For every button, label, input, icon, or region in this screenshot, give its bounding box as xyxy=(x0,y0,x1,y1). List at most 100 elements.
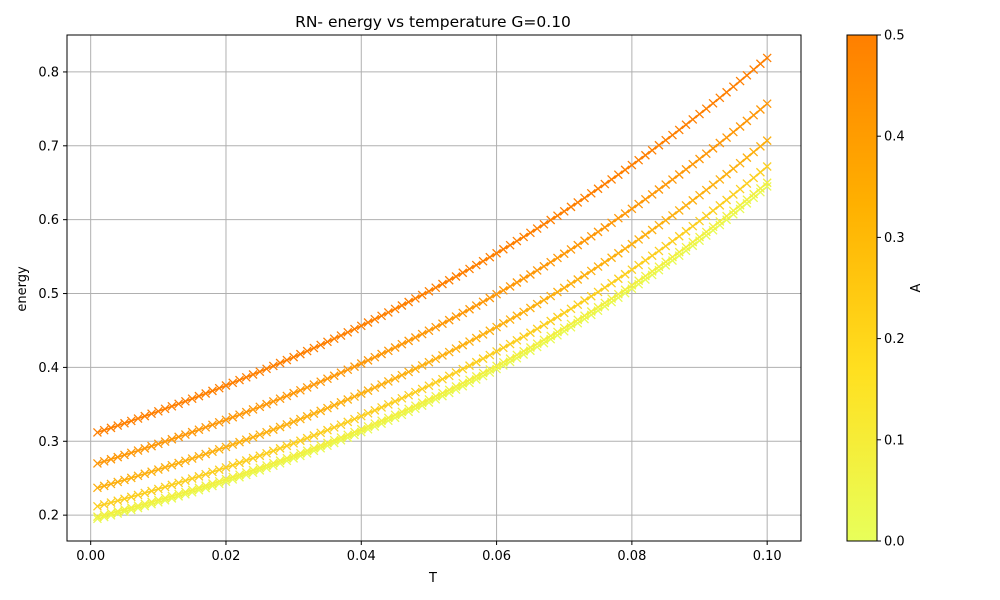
data-point-marker xyxy=(695,109,704,119)
colorbar-tick-label: 0.1 xyxy=(884,433,905,448)
data-point-marker xyxy=(302,433,312,443)
data-point-marker xyxy=(275,422,285,432)
data-point-marker xyxy=(465,361,474,371)
data-point-marker xyxy=(431,377,441,387)
data-point-marker xyxy=(289,388,299,398)
data-point-marker xyxy=(350,414,359,424)
data-point-marker xyxy=(431,283,441,293)
data-point-marker xyxy=(268,361,278,371)
data-point-marker xyxy=(607,174,617,184)
data-point-marker xyxy=(350,362,359,372)
data-point-marker xyxy=(417,329,427,339)
data-point-marker xyxy=(282,441,292,451)
data-point-marker xyxy=(133,471,143,481)
data-point-marker xyxy=(377,349,387,359)
data-point-marker xyxy=(329,422,339,432)
plot-area: 0.00 0.02 0.04 0.06 0.08 0.10 0.2 0.3 0.4 0.5 0.6… xyxy=(38,34,802,564)
data-point-marker xyxy=(201,469,211,479)
data-point-marker xyxy=(417,398,427,408)
data-point-marker xyxy=(153,484,163,494)
data-point-marker xyxy=(613,170,623,180)
colorbar-tick-label: 0.5 xyxy=(884,29,905,44)
data-point-marker xyxy=(302,382,312,392)
data-point-marker xyxy=(201,481,211,491)
data-point-marker xyxy=(485,293,495,303)
data-point-marker xyxy=(688,241,698,251)
data-point-marker xyxy=(322,425,332,435)
data-point-marker xyxy=(194,483,204,493)
data-point-marker xyxy=(580,311,589,321)
data-point-marker xyxy=(593,287,603,297)
data-point-marker xyxy=(343,417,353,427)
y-tick-label: 0.3 xyxy=(38,435,59,450)
data-point-marker xyxy=(471,371,481,381)
data-point-marker xyxy=(140,411,150,421)
data-point-marker xyxy=(451,312,461,321)
data-point-marker xyxy=(762,181,772,191)
data-point-marker xyxy=(539,295,549,305)
data-point-marker xyxy=(573,197,583,207)
data-point-marker xyxy=(620,269,630,279)
data-point-marker xyxy=(383,346,393,356)
data-point-marker xyxy=(722,133,732,143)
data-point-marker xyxy=(715,200,725,210)
data-point-marker xyxy=(424,381,434,391)
data-point-marker xyxy=(309,431,319,440)
data-point-marker xyxy=(573,300,583,310)
data-point-marker xyxy=(546,291,556,301)
data-point-marker xyxy=(410,364,420,374)
data-point-marker xyxy=(627,280,637,290)
data-point-marker xyxy=(92,501,102,511)
data-point-marker xyxy=(708,225,718,235)
data-point-marker xyxy=(485,252,495,262)
data-point-marker xyxy=(316,428,326,438)
data-point-marker xyxy=(647,266,657,276)
data-point-marker xyxy=(444,371,454,381)
data-point-marker xyxy=(458,364,468,374)
data-point-marker xyxy=(397,407,407,417)
data-point-marker xyxy=(201,422,211,432)
data-point-marker xyxy=(607,278,617,288)
data-point-marker xyxy=(262,427,272,437)
data-point-marker xyxy=(160,437,170,447)
data-point-marker xyxy=(248,465,258,475)
data-point-marker xyxy=(715,220,725,230)
data-point-marker xyxy=(525,270,535,279)
data-point-marker xyxy=(350,392,359,402)
data-point-marker xyxy=(749,110,759,120)
data-point-marker xyxy=(674,251,684,261)
data-point-marker xyxy=(262,364,272,374)
data-point-marker xyxy=(322,441,332,451)
data-point-marker xyxy=(519,346,529,356)
data-point-marker xyxy=(742,179,752,188)
data-point-marker xyxy=(465,337,474,347)
data-point-marker xyxy=(492,322,502,332)
data-point-marker xyxy=(593,262,603,272)
data-point-marker xyxy=(519,332,529,342)
data-point-marker xyxy=(505,315,515,325)
data-point-marker xyxy=(255,430,265,440)
data-point-marker xyxy=(627,265,637,275)
data-point-marker xyxy=(194,471,204,481)
data-point-marker xyxy=(762,136,772,146)
data-point-marker xyxy=(749,147,759,157)
data-point-marker xyxy=(755,141,765,151)
data-point-marker xyxy=(167,460,177,470)
data-point-marker xyxy=(634,155,644,165)
data-point-marker xyxy=(593,302,603,312)
data-point-marker xyxy=(187,394,197,404)
data-point-marker xyxy=(458,340,468,350)
data-point-marker xyxy=(512,335,522,345)
data-point-marker xyxy=(397,370,407,380)
data-point-marker xyxy=(282,456,292,466)
data-point-marker xyxy=(634,276,644,286)
data-point-marker xyxy=(106,423,116,433)
data-point-marker xyxy=(620,285,630,295)
data-point-marker xyxy=(728,127,738,137)
data-point-marker xyxy=(553,253,562,263)
data-point-marker xyxy=(329,400,339,410)
data-point-marker xyxy=(532,339,542,349)
data-point-marker xyxy=(92,458,102,468)
data-point-marker xyxy=(329,435,339,445)
